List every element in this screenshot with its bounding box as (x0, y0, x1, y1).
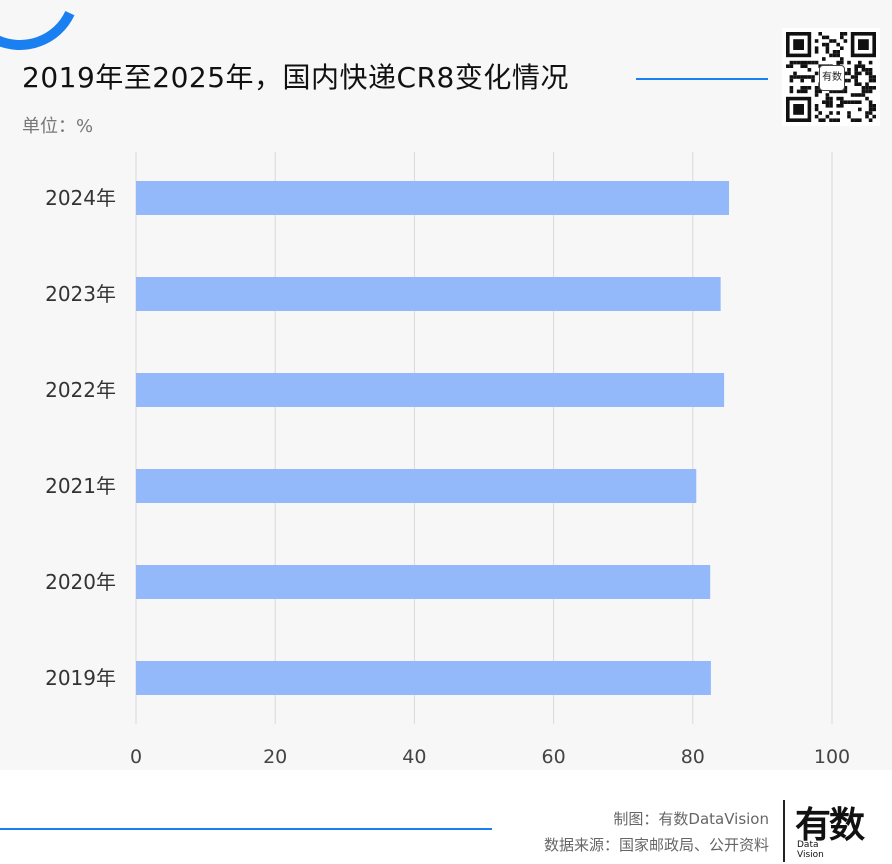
qr-code: 有数 (782, 28, 880, 126)
x-tick-label: 80 (681, 746, 705, 768)
x-tick-label: 100 (814, 746, 850, 768)
y-category-label: 2019年 (45, 666, 116, 690)
bar-2019年 (136, 661, 711, 695)
bar-2023年 (136, 277, 721, 311)
y-category-label: 2024年 (45, 186, 116, 210)
page-title: 2019年至2025年，国内快递CR8变化情况 (22, 61, 569, 94)
y-category-label: 2021年 (45, 474, 116, 498)
x-tick-label: 0 (130, 746, 142, 768)
x-tick-label: 20 (263, 746, 287, 768)
brand-logo-data: Data (797, 840, 819, 850)
bar-2024年 (136, 181, 729, 215)
y-category-label: 2022年 (45, 378, 116, 402)
y-category-label: 2020年 (45, 570, 116, 594)
maker-credit: 制图：有数DataVision (613, 810, 769, 828)
title-divider (636, 78, 768, 80)
unit-label: 单位：% (22, 116, 94, 137)
bar-2020年 (136, 565, 711, 599)
x-tick-label: 60 (542, 746, 566, 768)
bar-2022年 (136, 373, 725, 407)
footer: 制图：有数DataVision 数据来源：国家邮政局、公开资料 有数 Data … (0, 770, 892, 864)
qr-center-label: 有数 (819, 65, 845, 91)
brand-logo-subtext: Data Vision (797, 840, 824, 860)
bar-chart: 0 20 40 60 80 100 2024年 2023年 2022年 2021年 2020年 201… (45, 152, 850, 768)
x-tick-label: 40 (402, 746, 426, 768)
brand-logo-text: 有数 (795, 805, 865, 846)
y-category-label: 2023年 (45, 282, 116, 306)
logo-separator (783, 800, 785, 862)
data-source: 数据来源：国家邮政局、公开资料 (543, 836, 769, 854)
brand-logo-vision: Vision (797, 850, 824, 860)
bar-2021年 (136, 469, 697, 503)
footer-divider (0, 828, 492, 830)
